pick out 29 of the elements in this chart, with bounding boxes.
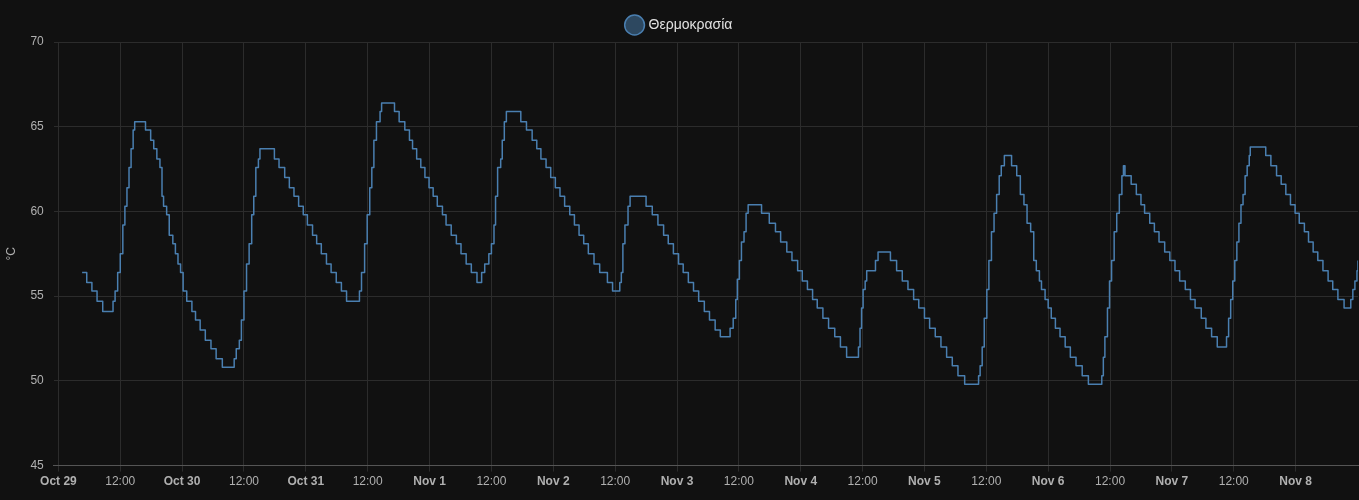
x-tick-label: 12:00 (1095, 474, 1126, 489)
x-tick-label: Nov 4 (784, 474, 818, 489)
x-tick-label: Nov 1 (413, 474, 447, 489)
x-tick-label: Nov 6 (1031, 474, 1065, 489)
x-tick-label: Nov 2 (536, 474, 570, 489)
legend-label: Θερμοκρασία (648, 15, 733, 32)
x-tick-label: 12:00 (228, 474, 260, 489)
y-tick-label: 50 (30, 373, 45, 388)
x-tick-label: Oct 31 (287, 474, 325, 489)
y-axis-title: °C (3, 246, 18, 261)
y-tick-label: 55 (30, 288, 45, 303)
x-tick-label: 12:00 (1218, 474, 1250, 489)
x-tick-label: Oct 29 (40, 474, 78, 489)
x-tick-label: 12:00 (105, 474, 136, 489)
x-tick-label: 12:00 (352, 474, 384, 489)
y-tick-label: 60 (30, 203, 45, 218)
x-tick-label: Oct 30 (163, 474, 201, 489)
x-tick-label: 12:00 (971, 474, 1002, 489)
x-tick-label: 12:00 (847, 474, 878, 489)
x-tick-label: Nov 8 (1279, 474, 1313, 489)
x-tick-label: 12:00 (600, 474, 631, 489)
x-tick-label: Nov 3 (660, 474, 694, 489)
x-tick-label: 12:00 (723, 474, 755, 489)
y-tick-label: 65 (30, 119, 45, 134)
x-tick-label: Nov 7 (1155, 474, 1189, 489)
x-tick-label: Nov 5 (908, 474, 942, 489)
y-tick-label: 45 (30, 457, 45, 472)
y-tick-label: 70 (30, 34, 45, 49)
x-tick-label: 12:00 (476, 474, 507, 489)
